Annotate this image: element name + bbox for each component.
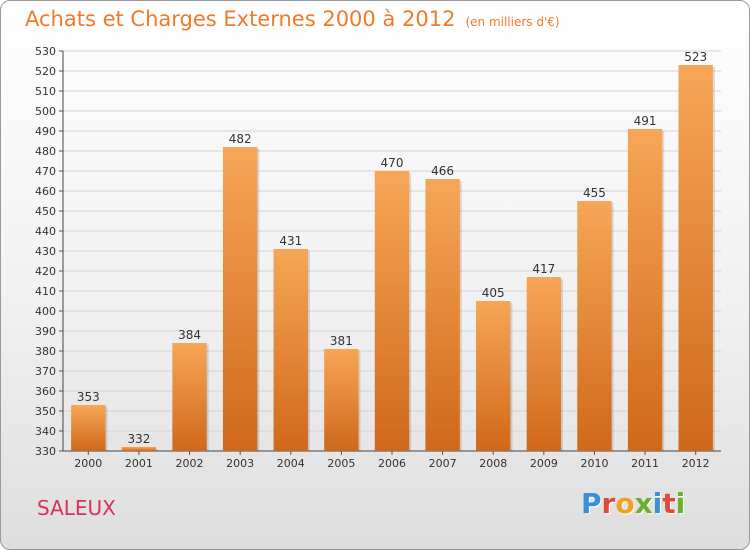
- bar-2003: [222, 147, 258, 451]
- logo-letter: P: [581, 487, 602, 520]
- city-name: SALEUX: [37, 496, 116, 520]
- data-label: 455: [583, 186, 606, 200]
- data-label: 523: [684, 50, 707, 64]
- y-tick-label: 470: [35, 165, 56, 178]
- data-label: 384: [178, 328, 201, 342]
- x-tick-label: 2006: [378, 457, 406, 470]
- y-tick-label: 430: [35, 245, 56, 258]
- x-tick-label: 2008: [479, 457, 507, 470]
- data-label: 417: [532, 262, 555, 276]
- y-tick-label: 500: [35, 105, 56, 118]
- logo-letter: i: [652, 487, 663, 520]
- bar-2007: [425, 179, 460, 451]
- y-tick-label: 350: [35, 405, 56, 418]
- data-label: 405: [482, 286, 505, 300]
- y-tick-label: 340: [35, 425, 56, 438]
- logo-letter: t: [662, 487, 676, 520]
- data-label: 353: [77, 390, 100, 404]
- y-tick-label: 530: [35, 45, 56, 58]
- data-label: 470: [381, 156, 404, 170]
- data-label: 491: [634, 114, 657, 128]
- x-tick-label: 2003: [226, 457, 254, 470]
- y-tick-label: 370: [35, 365, 56, 378]
- bar-2011: [627, 129, 663, 451]
- data-label: 431: [279, 234, 302, 248]
- y-tick-label: 400: [35, 305, 56, 318]
- y-tick-label: 460: [35, 185, 56, 198]
- bar-2009: [526, 277, 562, 451]
- bar-2005: [324, 349, 359, 451]
- x-tick-label: 2011: [631, 457, 659, 470]
- y-tick-label: 450: [35, 205, 56, 218]
- x-tick-label: 2007: [429, 457, 457, 470]
- y-tick-label: 440: [35, 225, 56, 238]
- x-tick-label: 2010: [580, 457, 608, 470]
- y-tick-label: 410: [35, 285, 56, 298]
- x-tick-label: 2012: [682, 457, 710, 470]
- x-tick-label: 2002: [176, 457, 204, 470]
- x-tick-label: 2000: [74, 457, 102, 470]
- bars: [71, 65, 715, 451]
- y-tick-label: 520: [35, 65, 56, 78]
- logo-letter: o: [615, 487, 635, 520]
- bar-2000: [71, 405, 106, 451]
- data-label: 482: [229, 132, 252, 146]
- y-tick-label: 380: [35, 345, 56, 358]
- chart-title-text: Achats et Charges Externes 2000 à 2012: [25, 7, 456, 31]
- y-tick-label: 490: [35, 125, 56, 138]
- bar-2010: [577, 201, 612, 451]
- logo-letter: i: [675, 487, 686, 520]
- bar-2001: [121, 447, 157, 451]
- data-label: 381: [330, 334, 353, 348]
- y-tick-label: 330: [35, 445, 56, 458]
- labels: 2000 353 2001 332 2002 384 2003 482 2004 431 2005 3…: [74, 50, 709, 470]
- data-label: 466: [431, 164, 454, 178]
- bar-2004: [273, 249, 308, 451]
- proxiti-logo[interactable]: Proxiti: [581, 487, 685, 520]
- y-tick-label: 480: [35, 145, 56, 158]
- y-tick-label: 360: [35, 385, 56, 398]
- chart-unit: (en milliers d'€): [465, 15, 560, 29]
- y-tick-label: 510: [35, 85, 56, 98]
- bar-2008: [476, 301, 511, 451]
- bar-2002: [172, 343, 207, 451]
- x-tick-label: 2004: [277, 457, 305, 470]
- x-tick-label: 2005: [327, 457, 355, 470]
- bar-2012: [678, 65, 713, 451]
- y-tick-label: 420: [35, 265, 56, 278]
- y-tick-label: 390: [35, 325, 56, 338]
- x-tick-label: 2001: [125, 457, 153, 470]
- bar-2006: [374, 171, 410, 451]
- data-label: 332: [127, 432, 150, 446]
- x-tick-label: 2009: [530, 457, 558, 470]
- logo-letter: x: [634, 487, 653, 520]
- logo-letter: r: [601, 487, 616, 520]
- chart-title: Achats et Charges Externes 2000 à 2012 (e…: [25, 7, 560, 31]
